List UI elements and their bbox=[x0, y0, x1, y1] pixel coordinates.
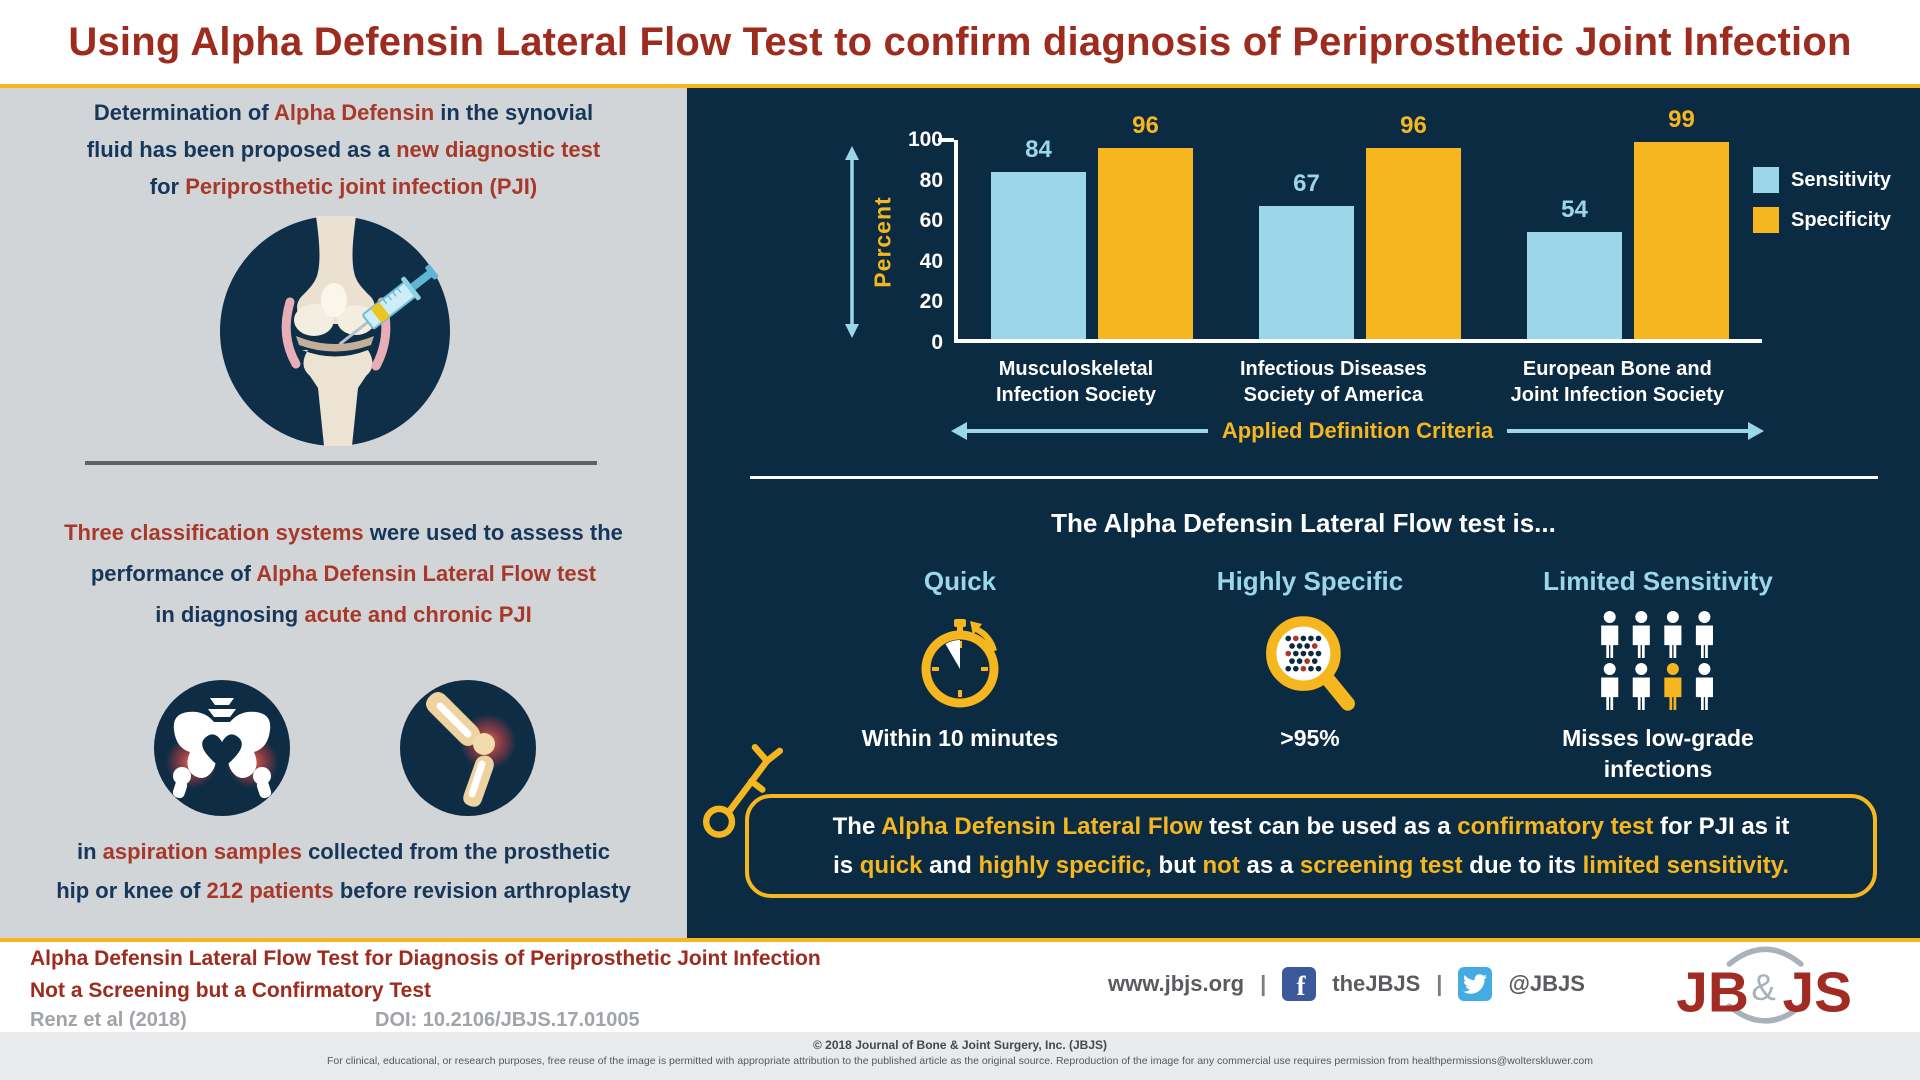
y-tick-label: 40 bbox=[919, 249, 943, 273]
copyright-line: © 2018 Journal of Bone & Joint Surgery, … bbox=[812, 1038, 1108, 1052]
feature-caption: >95% bbox=[1280, 725, 1340, 751]
features-headline: The Alpha Defensin Lateral Flow test is.… bbox=[1051, 508, 1556, 538]
twitter-handle[interactable]: @JBJS bbox=[1508, 971, 1585, 996]
logo-js: JS bbox=[1783, 962, 1850, 1025]
copyright-strip: © 2018 Journal of Bone & Joint Surgery, … bbox=[0, 1032, 1920, 1080]
feature-caption: Within 10 minutes bbox=[861, 725, 1059, 751]
page-title: Using Alpha Defensin Lateral Flow Test t… bbox=[68, 19, 1852, 64]
legend-specificity: Specificity bbox=[1753, 207, 1891, 233]
x-axis-title-row: Applied Definition Criteria bbox=[951, 418, 1765, 444]
bar-group: 54 99 bbox=[1527, 106, 1729, 339]
jbjs-logo: JB & JS bbox=[1672, 942, 1852, 1035]
legend-label: Specificity bbox=[1791, 208, 1892, 231]
bar-specificity: 99 bbox=[1634, 106, 1729, 339]
bar-group: 84 96 bbox=[991, 112, 1193, 339]
bar-specificity: 96 bbox=[1098, 112, 1193, 339]
bar-value-label: 99 bbox=[1668, 106, 1695, 133]
y-tick-label: 80 bbox=[919, 168, 943, 192]
bar-sensitivity: 67 bbox=[1259, 170, 1354, 339]
article-title-line2: Not a Screening but a Confirmatory Test bbox=[30, 979, 431, 1002]
feature-highly-specific: Highly Specific bbox=[1140, 566, 1480, 754]
hip-joint-icon bbox=[154, 680, 290, 816]
feature-label: Highly Specific bbox=[1216, 566, 1404, 596]
x-axis-title: Applied Definition Criteria bbox=[1221, 418, 1494, 443]
y-tick-label: 60 bbox=[919, 209, 943, 233]
left-panel: Determination of Alpha Defensin in the s… bbox=[0, 88, 687, 938]
bar-value-label: 96 bbox=[1400, 111, 1427, 139]
main-content: Determination of Alpha Defensin in the s… bbox=[0, 88, 1920, 938]
bar-sensitivity: 54 bbox=[1527, 196, 1622, 339]
x-category-label: Infectious Diseases Society of America bbox=[1239, 358, 1427, 406]
svg-text:f: f bbox=[1297, 971, 1307, 1001]
bar-sensitivity: 84 bbox=[991, 136, 1086, 339]
feature-quick: Quick Within 10 minute bbox=[790, 566, 1130, 754]
y-axis-label: Percent bbox=[869, 196, 896, 288]
twitter-icon[interactable] bbox=[1458, 967, 1493, 1001]
section-divider-line bbox=[85, 461, 597, 465]
legend-sensitivity: Sensitivity bbox=[1753, 167, 1891, 193]
conclusion-callout: The Alpha Defensin Lateral Flow test can… bbox=[745, 794, 1877, 898]
facebook-icon[interactable]: f bbox=[1282, 967, 1317, 1001]
chart-legend: Sensitivity Specificity bbox=[1753, 167, 1891, 247]
website-link[interactable]: www.jbjs.org bbox=[1108, 971, 1245, 996]
specificity-swatch bbox=[1753, 207, 1779, 233]
bar-value-label: 54 bbox=[1561, 195, 1588, 223]
chart-section-divider bbox=[750, 476, 1878, 479]
x-axis-labels: Musculoskeletal Infection Society Infectio… bbox=[954, 356, 1766, 408]
magnifier-icon bbox=[1140, 607, 1480, 719]
stopwatch-icon bbox=[790, 607, 1130, 719]
bar-value-label: 96 bbox=[1132, 111, 1159, 139]
callout-line-1: The Alpha Defensin Lateral Flow test can… bbox=[832, 813, 1790, 840]
legend-label: Sensitivity bbox=[1791, 168, 1892, 191]
facebook-handle[interactable]: theJBJS bbox=[1332, 971, 1421, 996]
logo-ampersand: & bbox=[1751, 967, 1775, 1008]
people-icon bbox=[1488, 607, 1828, 719]
knee-syringe-graphic bbox=[220, 216, 450, 446]
percent-axis-arrow bbox=[843, 146, 861, 343]
title-bar: Using Alpha Defensin Lateral Flow Test t… bbox=[0, 0, 1920, 84]
plot-area: 84 96 67 96 54 99 bbox=[954, 106, 1762, 343]
x-category-label: Musculoskeletal Infection Society bbox=[995, 358, 1156, 406]
adc-right-arrow bbox=[1748, 422, 1765, 440]
article-title-line1: Alpha Defensin Lateral Flow Test for Dia… bbox=[30, 947, 821, 970]
feature-label: Quick bbox=[923, 566, 997, 596]
license-line: For clinical, educational, or research p… bbox=[326, 1055, 1593, 1067]
gold-divider-bottom bbox=[0, 938, 1920, 942]
intro-highlight: Alpha Defensin bbox=[274, 100, 435, 125]
knee-joint-icon bbox=[400, 680, 536, 816]
methods-paragraph: Three classification systems were used t… bbox=[64, 520, 623, 627]
sample-paragraph: in aspiration samples collected from the… bbox=[56, 839, 631, 903]
feature-limited-sensitivity: Limited Sensitivity bbox=[1488, 566, 1828, 785]
citation: Renz et al (2018) bbox=[30, 1009, 187, 1031]
gold-divider-top bbox=[0, 84, 1920, 88]
bar-specificity: 96 bbox=[1366, 112, 1461, 339]
x-category-label: European Bone and Joint Infection Society bbox=[1510, 358, 1725, 406]
logo-jb: JB bbox=[1676, 962, 1749, 1025]
callout-line-2: is quick and highly specific, but not as… bbox=[833, 852, 1789, 879]
y-axis-top-tick bbox=[938, 138, 954, 142]
right-panel: 0 20 40 60 80 100 Percent 84 96 67 96 54 99 Muscul… bbox=[687, 88, 1920, 938]
knee-aspiration-illustration bbox=[220, 216, 450, 446]
intro-paragraph: Determination of Alpha Defensin in the s… bbox=[86, 100, 601, 199]
sensitivity-swatch bbox=[1753, 167, 1779, 193]
y-tick-label: 20 bbox=[919, 290, 943, 314]
key-icon bbox=[697, 736, 789, 849]
bar-groups: 84 96 67 96 54 99 bbox=[958, 106, 1762, 339]
feature-label: Limited Sensitivity bbox=[1543, 566, 1773, 596]
adc-left-arrow bbox=[951, 422, 967, 440]
doi: DOI: 10.2106/JBJS.17.01005 bbox=[375, 1009, 640, 1031]
feature-caption: Misses low-grade infections bbox=[1562, 725, 1754, 782]
bar-value-label: 84 bbox=[1025, 135, 1052, 163]
intro-text: Determination of bbox=[93, 100, 274, 125]
bar-value-label: 67 bbox=[1293, 169, 1320, 197]
y-axis-ticks: 0 20 40 60 80 100 bbox=[687, 128, 943, 354]
bar-group: 67 96 bbox=[1259, 112, 1461, 339]
social-links: www.jbjs.org | f theJBJS | @JBJS bbox=[1108, 962, 1585, 1006]
y-tick-label: 0 bbox=[931, 331, 943, 354]
footer: Alpha Defensin Lateral Flow Test for Dia… bbox=[0, 942, 1920, 1032]
y-tick-label: 100 bbox=[907, 128, 943, 151]
